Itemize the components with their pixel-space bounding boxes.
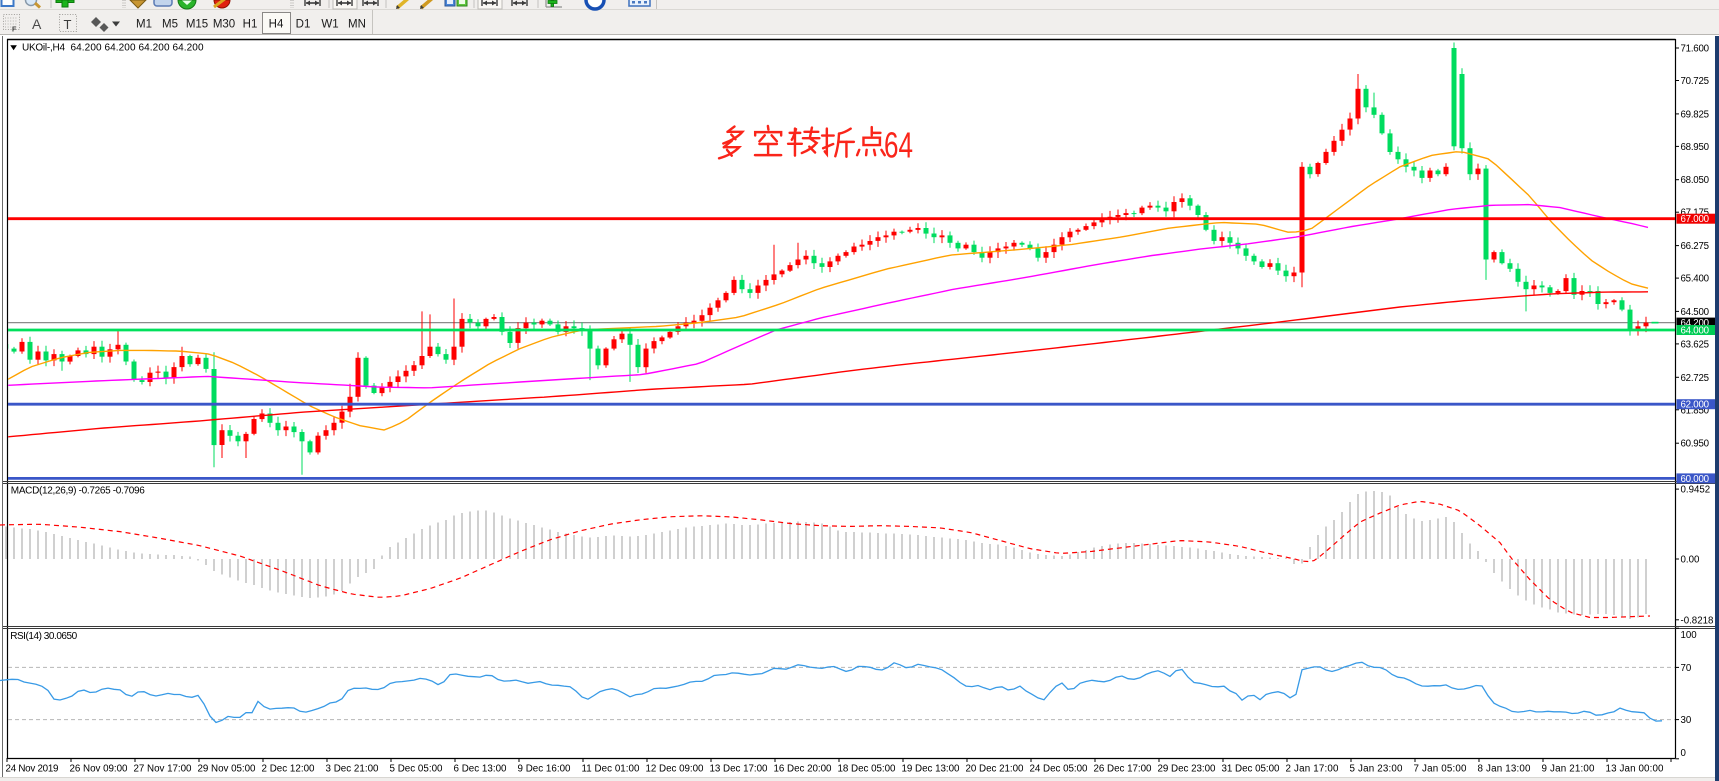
svg-text:0.9452: 0.9452 — [1681, 485, 1711, 496]
svg-text:24 Dec 05:00: 24 Dec 05:00 — [1030, 763, 1089, 774]
svg-text:9 Jan 21:00: 9 Jan 21:00 — [1542, 763, 1596, 774]
svg-text:5 Jan 23:00: 5 Jan 23:00 — [1350, 763, 1404, 774]
svg-text:24 Nov 2019: 24 Nov 2019 — [6, 763, 59, 774]
svg-text:64.200 64.200 64.200 64.200: 64.200 64.200 64.200 64.200 — [71, 42, 204, 53]
svg-text:7 Jan 05:00: 7 Jan 05:00 — [1414, 763, 1468, 774]
svg-text:26 Nov 09:00: 26 Nov 09:00 — [70, 763, 129, 774]
svg-text:M1: M1 — [136, 19, 152, 31]
svg-text:13 Jan 00:00: 13 Jan 00:00 — [1606, 763, 1665, 774]
svg-text:MN: MN — [348, 19, 366, 31]
svg-text:66.275: 66.275 — [1681, 241, 1710, 252]
svg-text:61.850: 61.850 — [1681, 405, 1710, 416]
svg-text:11 Dec 01:00: 11 Dec 01:00 — [582, 763, 641, 774]
svg-text:W1: W1 — [321, 19, 338, 31]
svg-text:70.725: 70.725 — [1681, 76, 1710, 87]
svg-text:68.950: 68.950 — [1681, 142, 1710, 153]
svg-text:9 Dec 16:00: 9 Dec 16:00 — [518, 763, 572, 774]
svg-text:H4: H4 — [269, 19, 284, 31]
svg-text:62.000: 62.000 — [1681, 400, 1710, 411]
svg-text:29 Dec 23:00: 29 Dec 23:00 — [1158, 763, 1217, 774]
svg-text:MACD(12,26,9) -0.7265 -0.7096: MACD(12,26,9) -0.7265 -0.7096 — [11, 486, 145, 497]
svg-text:69.825: 69.825 — [1681, 109, 1710, 120]
svg-text:F: F — [12, 27, 17, 34]
svg-text:27 Nov 17:00: 27 Nov 17:00 — [134, 763, 193, 774]
svg-text:64: 64 — [884, 125, 913, 166]
svg-text:-0.8218: -0.8218 — [1681, 615, 1714, 626]
svg-text:71.600: 71.600 — [1681, 44, 1710, 55]
svg-text:2 Dec 12:00: 2 Dec 12:00 — [262, 763, 316, 774]
svg-text:67.175: 67.175 — [1681, 208, 1710, 219]
svg-text:M30: M30 — [213, 19, 235, 31]
svg-text:67.000: 67.000 — [1681, 214, 1710, 225]
svg-text:D1: D1 — [296, 19, 311, 31]
svg-text:31 Dec 05:00: 31 Dec 05:00 — [1222, 763, 1281, 774]
svg-text:18 Dec 05:00: 18 Dec 05:00 — [838, 763, 897, 774]
svg-text:RSI(14) 30.0650: RSI(14) 30.0650 — [10, 631, 77, 642]
svg-text:6 Dec 13:00: 6 Dec 13:00 — [454, 763, 508, 774]
svg-text:2 Jan 17:00: 2 Jan 17:00 — [1286, 763, 1340, 774]
svg-text:63.625: 63.625 — [1681, 339, 1710, 350]
svg-text:30: 30 — [1681, 715, 1692, 726]
svg-text:68.050: 68.050 — [1681, 175, 1710, 186]
svg-text:UKOil-,H4: UKOil-,H4 — [22, 42, 65, 53]
svg-text:60.950: 60.950 — [1681, 439, 1710, 450]
svg-text:A: A — [32, 16, 42, 32]
svg-text:0: 0 — [1681, 748, 1687, 759]
svg-text:60.000: 60.000 — [1681, 474, 1710, 485]
svg-text:M15: M15 — [186, 19, 208, 31]
svg-text:64.000: 64.000 — [1681, 326, 1710, 337]
svg-text:M5: M5 — [162, 19, 178, 31]
svg-text:3 Dec 21:00: 3 Dec 21:00 — [326, 763, 380, 774]
svg-text:19 Dec 13:00: 19 Dec 13:00 — [902, 763, 961, 774]
svg-text:26 Dec 17:00: 26 Dec 17:00 — [1094, 763, 1153, 774]
svg-text:13 Dec 17:00: 13 Dec 17:00 — [710, 763, 769, 774]
svg-text:62.725: 62.725 — [1681, 373, 1710, 384]
svg-text:8 Jan 13:00: 8 Jan 13:00 — [1478, 763, 1532, 774]
svg-text:70: 70 — [1681, 663, 1692, 674]
svg-text:64.500: 64.500 — [1681, 307, 1710, 318]
svg-text:29 Nov 05:00: 29 Nov 05:00 — [198, 763, 257, 774]
svg-text:12 Dec 09:00: 12 Dec 09:00 — [646, 763, 705, 774]
svg-text:100: 100 — [1681, 630, 1698, 641]
svg-text:5 Dec 05:00: 5 Dec 05:00 — [390, 763, 444, 774]
svg-text:65.400: 65.400 — [1681, 274, 1710, 285]
svg-text:20 Dec 21:00: 20 Dec 21:00 — [966, 763, 1025, 774]
svg-text:64.200: 64.200 — [1681, 318, 1710, 329]
svg-text:H1: H1 — [243, 19, 258, 31]
svg-text:0.00: 0.00 — [1681, 555, 1700, 566]
svg-text:T: T — [64, 17, 72, 32]
svg-text:16 Dec 20:00: 16 Dec 20:00 — [774, 763, 833, 774]
